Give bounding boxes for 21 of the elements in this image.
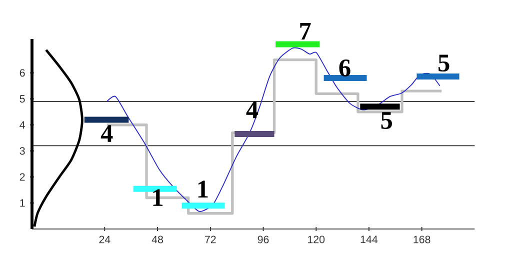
annotation: 4: [246, 101, 258, 118]
y-tick-label: 5: [20, 95, 25, 103]
y-tick-label: 2: [20, 173, 25, 181]
y-tick-label: 1: [20, 199, 25, 207]
x-tick-label: 24: [99, 236, 110, 244]
y-tick-label: 3: [20, 147, 25, 155]
x-tick-label: 96: [258, 236, 269, 244]
annotation: 1: [198, 180, 208, 198]
x-tick-label: 168: [414, 236, 430, 244]
y-tick-label: 4: [20, 121, 25, 129]
annotation: 6: [339, 59, 350, 76]
annotation: 5: [381, 112, 392, 129]
x-tick-label: 144: [360, 236, 378, 244]
x-tick-label: 120: [308, 236, 325, 244]
annotation: 5: [438, 54, 450, 72]
x-tick-label: 48: [152, 236, 163, 244]
x-tick-label: 72: [205, 236, 216, 244]
annotation: 7: [300, 22, 311, 40]
y-tick-label: 6: [20, 69, 25, 77]
annotation: 1: [153, 189, 163, 206]
annotation: 4: [100, 125, 113, 142]
